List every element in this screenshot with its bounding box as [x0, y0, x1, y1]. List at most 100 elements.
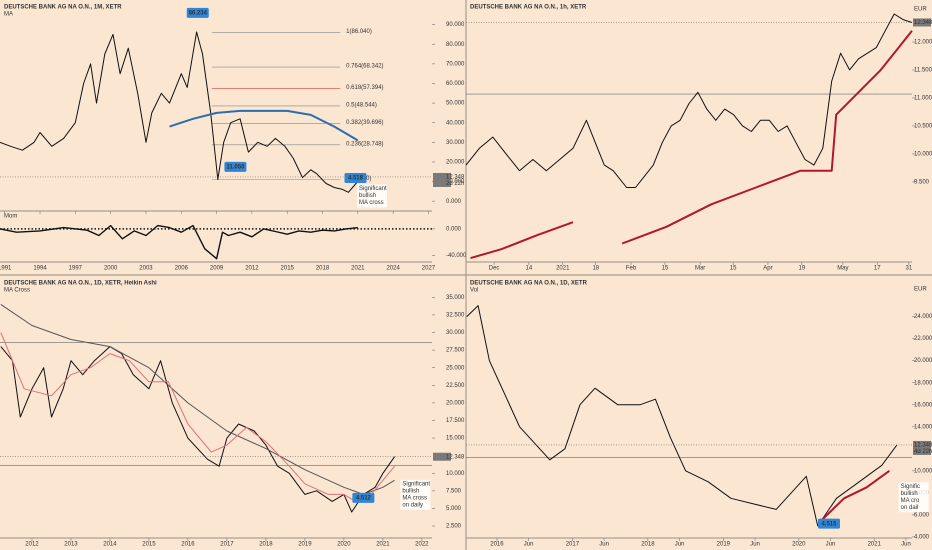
x-tick-label: 2027	[422, 266, 436, 272]
y-tick-label: 0.000	[446, 226, 462, 232]
x-tick-label: 2016	[490, 542, 504, 548]
note-text: bullish	[901, 491, 918, 497]
x-tick-label: 2015	[281, 266, 295, 272]
price-callout	[817, 518, 840, 529]
y-tick-label: 18.000	[914, 380, 932, 386]
last-price-box	[433, 172, 451, 187]
price-callout	[352, 492, 375, 503]
y-tick-label: 2.500	[446, 524, 462, 530]
y-tick-label: 11.500	[914, 68, 932, 74]
countdown-label: 4d 22h	[914, 449, 932, 455]
chart-title: DEUTSCHE BANK AG NA O.N., 1D, XETR, Heik…	[4, 281, 157, 287]
note-text: Significant	[359, 186, 387, 192]
x-tick-label: 2022	[415, 542, 429, 548]
x-tick-label: 2016	[181, 542, 195, 548]
x-tick-label: 2009	[210, 266, 224, 272]
y-tick-label: 6.000	[914, 512, 930, 518]
x-tick-label: 18	[592, 266, 599, 272]
y-tick-label: 10.500	[914, 124, 932, 130]
y-tick-label: 50.000	[446, 101, 465, 107]
x-tick-label: 2021	[556, 266, 570, 272]
y-tick-label: 5.000	[446, 506, 462, 512]
last-price-label: 12.348	[914, 20, 932, 26]
y-tick-label: 10.000	[914, 468, 932, 474]
note-box	[898, 482, 929, 513]
y-tick-label: 7.500	[446, 488, 462, 494]
y-tick-label: 16.000	[914, 402, 932, 408]
callout-label: 4.515	[821, 521, 837, 527]
x-tick-label: 15	[730, 266, 737, 272]
x-tick-label: 2017	[566, 542, 580, 548]
legend-label: Vol	[470, 288, 478, 294]
x-tick-label: 31	[906, 266, 913, 272]
note-text: MA cross	[402, 495, 427, 501]
x-tick-label: 2019	[298, 542, 312, 548]
y-tick-label: 20.000	[914, 358, 932, 364]
series-line	[470, 30, 913, 260]
x-tick-label: 2015	[142, 542, 156, 548]
fib-label: 1(86.040)	[346, 29, 372, 35]
legend-label: Mom	[4, 214, 17, 220]
note-text: bullish	[359, 193, 376, 199]
series-line	[466, 305, 898, 527]
series-line	[0, 31, 362, 193]
y-tick-label: -40.000	[446, 253, 467, 259]
note-text: Signific	[901, 484, 920, 490]
series-line	[0, 346, 396, 513]
countdown-label: 2d 22h	[446, 181, 464, 187]
y-tick-label: 80.000	[446, 42, 465, 48]
y-tick-label: 0.000	[446, 199, 462, 205]
x-tick-label: 2019	[717, 542, 731, 548]
x-tick-label: 2012	[25, 542, 39, 548]
fib-label: 0.618(57.394)	[346, 85, 383, 91]
x-tick-label: 2006	[175, 266, 189, 272]
x-tick-label: 2014	[103, 542, 117, 548]
x-tick-label: 2012	[245, 266, 259, 272]
x-tick-label: 2024	[386, 266, 400, 272]
y-tick-label: 10.000	[446, 179, 465, 185]
x-tick-label: 2021	[351, 266, 365, 272]
axis-unit: EUR	[914, 7, 927, 13]
x-tick-label: 2017	[220, 542, 234, 548]
last-price-box	[913, 440, 931, 455]
fib-label: 0.5(48.544)	[346, 103, 377, 109]
x-tick-label: 2020	[792, 542, 806, 548]
last-price-label: 12.348	[446, 175, 465, 181]
y-tick-label: 17.500	[446, 418, 465, 424]
last-price-label: 12.348	[914, 443, 932, 449]
x-tick-label: 2003	[139, 266, 153, 272]
y-tick-label: 30.000	[446, 330, 465, 336]
y-tick-label: 9.500	[914, 180, 930, 186]
y-tick-label: 32.500	[446, 312, 465, 318]
x-tick-label: 2000	[104, 266, 118, 272]
y-tick-label: 15.000	[446, 436, 465, 442]
price-callout	[186, 7, 209, 18]
x-tick-label: 1997	[69, 266, 83, 272]
note-text: on daily	[402, 502, 423, 508]
y-tick-label: 24.000	[914, 314, 932, 320]
x-tick-label: 1991	[0, 266, 12, 272]
x-tick-label: 2018	[259, 542, 273, 548]
y-tick-label: 60.000	[446, 81, 465, 87]
callout-label: 86.234	[189, 10, 208, 16]
price-callout	[224, 161, 247, 172]
x-tick-label: 2018	[316, 266, 330, 272]
x-tick-label: 19	[798, 266, 805, 272]
x-tick-label: Feb	[626, 266, 637, 272]
y-tick-label: 4.000	[914, 534, 930, 540]
y-tick-label: 30.000	[446, 140, 465, 146]
y-tick-label: 22.000	[914, 336, 932, 342]
note-text: MA cro	[901, 498, 920, 504]
x-tick-label: Apr	[763, 266, 772, 272]
price-callout	[344, 173, 367, 184]
x-tick-label: Jun	[675, 542, 685, 548]
fib-label: 0.764(68.342)	[346, 64, 383, 70]
x-tick-label: Mar	[695, 266, 705, 272]
series-line	[820, 469, 890, 522]
chart-title: DEUTSCHE BANK AG NA O.N., 1D, XETR	[470, 281, 588, 287]
x-tick-label: 2021	[868, 542, 882, 548]
last-price-box	[913, 18, 931, 27]
y-tick-label: 22.500	[446, 383, 465, 389]
